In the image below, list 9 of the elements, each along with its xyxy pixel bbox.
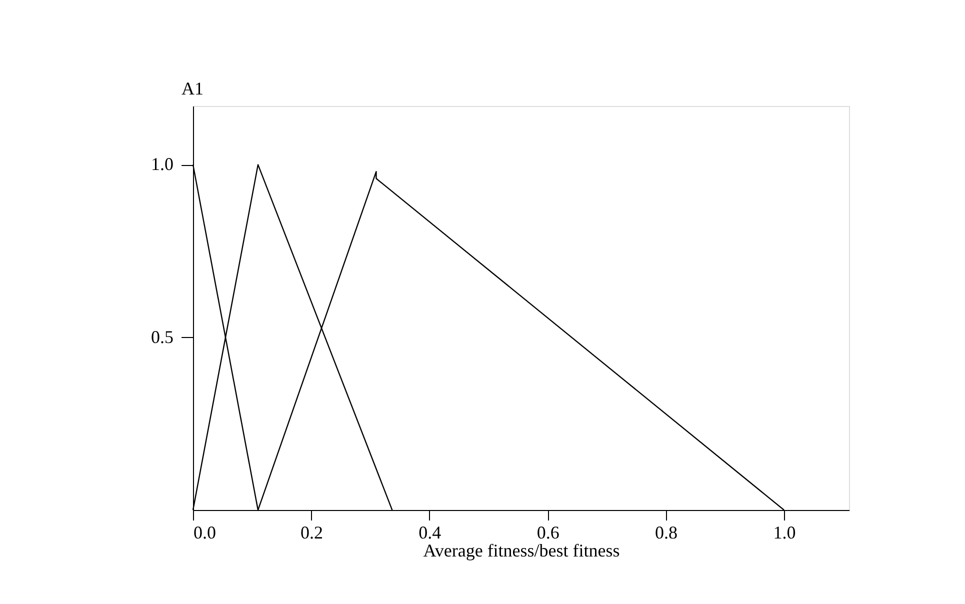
x-tick-label: 0.8 xyxy=(655,522,678,542)
y-tick-label: 0.5 xyxy=(151,326,174,347)
x-tick-label: 0.2 xyxy=(300,522,323,542)
x-tick-label: 1.0 xyxy=(773,522,796,542)
x-tick-label: 0.0 xyxy=(194,522,216,542)
x-tick-label: 0.6 xyxy=(536,522,560,542)
y-axis-title: A1 xyxy=(182,78,204,98)
x-tick-label: 0.4 xyxy=(418,522,442,542)
x-axis-title: Average fitness/best fitness xyxy=(423,540,620,560)
